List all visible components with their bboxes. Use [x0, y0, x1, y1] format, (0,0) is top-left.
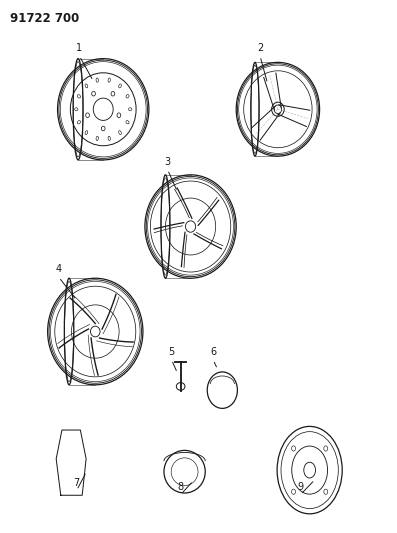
Text: 91722 700: 91722 700	[10, 12, 79, 25]
Text: 7: 7	[73, 478, 80, 488]
Text: 3: 3	[164, 157, 171, 167]
Text: 9: 9	[297, 482, 304, 492]
Text: 8: 8	[177, 482, 184, 492]
Text: 5: 5	[168, 347, 175, 357]
Text: 6: 6	[210, 347, 216, 357]
Text: 2: 2	[257, 43, 263, 53]
Text: 1: 1	[76, 43, 83, 53]
Text: 4: 4	[56, 264, 62, 274]
